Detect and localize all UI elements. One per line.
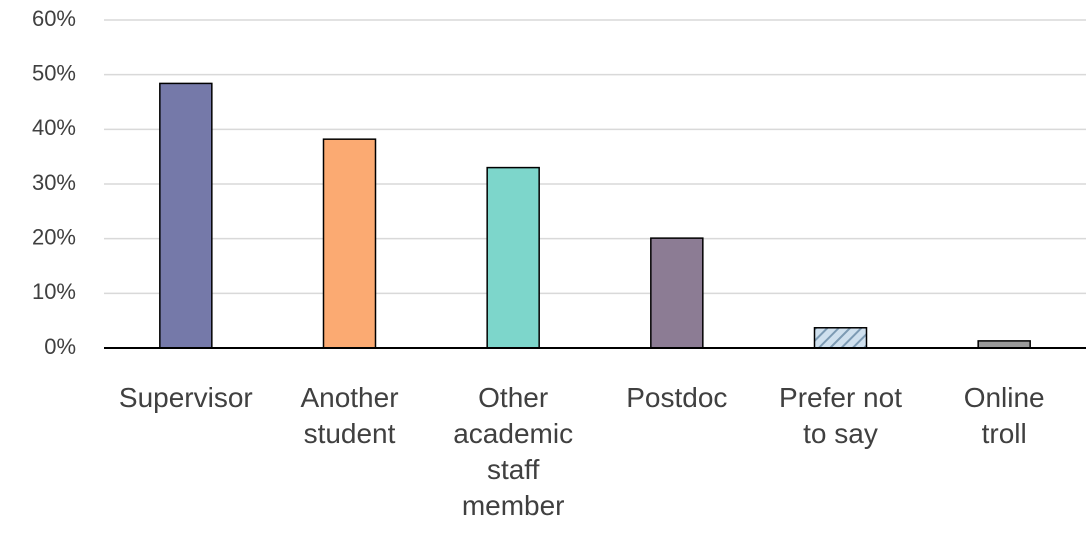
y-tick-label: 20% xyxy=(32,224,76,249)
bar xyxy=(813,327,868,349)
y-tick-label: 30% xyxy=(32,170,76,195)
y-tick-label: 0% xyxy=(44,334,76,359)
x-tick-label: Online troll xyxy=(964,382,1045,449)
bar xyxy=(977,340,1031,349)
y-tick-label: 50% xyxy=(32,60,76,85)
bars xyxy=(159,82,1031,349)
bar xyxy=(322,138,377,349)
bar xyxy=(159,82,213,349)
x-tick-label: Supervisor xyxy=(119,382,253,413)
y-tick-label: 10% xyxy=(32,279,76,304)
x-tick-label: Other academic staff member xyxy=(453,382,573,521)
y-axis-ticks: 0% 10% 20% 30% 40% 50% 60% xyxy=(32,6,76,359)
x-tick-label: Another student xyxy=(300,382,398,449)
gridlines xyxy=(104,19,1086,295)
x-tick-label: Prefer not to say xyxy=(779,382,902,449)
bar xyxy=(650,237,704,349)
x-axis-labels: Supervisor Another student Other academic sta… xyxy=(119,382,1045,521)
y-tick-label: 60% xyxy=(32,6,76,31)
y-tick-label: 40% xyxy=(32,115,76,140)
x-tick-label: Postdoc xyxy=(626,382,727,413)
bar xyxy=(486,166,540,349)
